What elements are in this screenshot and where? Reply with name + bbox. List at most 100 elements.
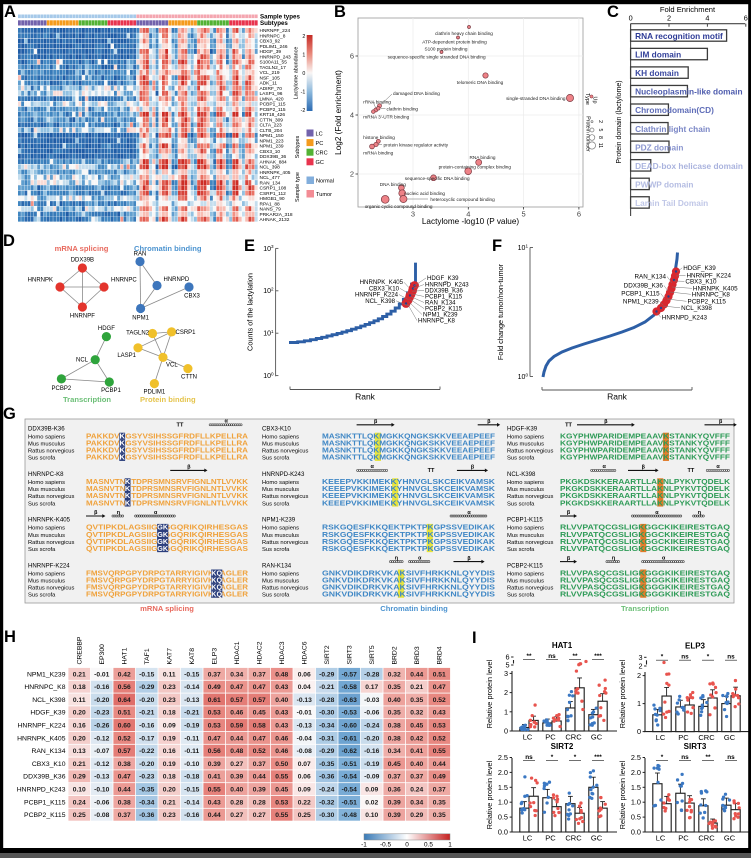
svg-text:HDAC1: HDAC1 — [234, 641, 241, 664]
svg-text:sequence-specific single stran: sequence-specific single stranded DNA bi… — [388, 55, 486, 60]
svg-text:HDGF_K39: HDGF_K39 — [683, 265, 716, 272]
svg-text:1.5: 1.5 — [498, 783, 508, 792]
svg-text:0.55: 0.55 — [275, 774, 288, 781]
svg-text:sequence-specific DNA binding: sequence-specific DNA binding — [405, 176, 470, 181]
svg-text:0.19: 0.19 — [163, 735, 176, 742]
svg-text:0.27: 0.27 — [253, 812, 266, 819]
svg-text:LC: LC — [656, 834, 666, 843]
svg-text:Lamin Tail Domain: Lamin Tail Domain — [635, 198, 708, 208]
svg-text:organic cyclic compound bindin: organic cyclic compound binding — [365, 204, 433, 209]
svg-text:0.43: 0.43 — [275, 684, 288, 691]
svg-text:HNRNPD_243: HNRNPD_243 — [260, 54, 292, 60]
svg-text:0.32: 0.32 — [410, 710, 423, 717]
svg-text:CBX3: CBX3 — [184, 294, 200, 300]
svg-text:NSF_105: NSF_105 — [260, 75, 281, 81]
svg-text:0.07: 0.07 — [298, 761, 311, 768]
svg-text:Tumor: Tumor — [316, 192, 332, 198]
svg-text:Mus musculus: Mus musculus — [28, 487, 65, 493]
svg-text:ns: ns — [525, 754, 533, 761]
svg-text:-0.16: -0.16 — [184, 812, 200, 819]
svg-text:S100A11_55: S100A11_55 — [260, 60, 288, 66]
svg-text:DNA binding: DNA binding — [380, 182, 406, 187]
svg-text:6: 6 — [350, 52, 354, 61]
svg-text:0.11: 0.11 — [73, 697, 86, 704]
svg-text:0.28: 0.28 — [253, 799, 266, 806]
svg-text:0.52: 0.52 — [433, 697, 446, 704]
svg-text:PCBP1_K115: PCBP1_K115 — [621, 291, 660, 298]
svg-text:η: η — [698, 510, 701, 516]
svg-text:Rank: Rank — [355, 392, 376, 402]
svg-text:NCL_398: NCL_398 — [260, 165, 281, 171]
svg-text:Homo sapiens: Homo sapiens — [507, 571, 544, 577]
svg-text:clathrin heavy chain binding: clathrin heavy chain binding — [435, 31, 493, 36]
svg-text:0.21: 0.21 — [73, 761, 86, 768]
svg-text:-0.21: -0.21 — [319, 684, 335, 691]
svg-text:-0.31: -0.31 — [319, 735, 335, 742]
svg-text:CLTA_223: CLTA_223 — [260, 123, 283, 129]
svg-text:0.49: 0.49 — [433, 774, 446, 781]
svg-text:-0.15: -0.15 — [139, 671, 155, 678]
svg-text:VCL: VCL — [166, 363, 178, 369]
svg-text:LC: LC — [316, 131, 323, 137]
svg-text:0.55: 0.55 — [433, 748, 446, 755]
svg-text:-0.06: -0.06 — [364, 710, 380, 717]
svg-text:HNRNPK: HNRNPK — [28, 278, 53, 284]
svg-text:2.0: 2.0 — [631, 768, 641, 777]
svg-text:0.57: 0.57 — [118, 748, 131, 755]
svg-text:CRC: CRC — [698, 834, 715, 843]
svg-text:0.40: 0.40 — [410, 761, 423, 768]
svg-text:0.20: 0.20 — [73, 735, 86, 742]
svg-text:-0.23: -0.23 — [139, 774, 155, 781]
svg-text:G: G — [3, 405, 16, 423]
svg-text:HNRNPC: HNRNPC — [111, 278, 137, 284]
svg-text:0.21: 0.21 — [410, 684, 423, 691]
svg-text:0.38: 0.38 — [388, 735, 401, 742]
svg-text:0.27: 0.27 — [230, 761, 243, 768]
svg-text:TAF1: TAF1 — [144, 648, 151, 664]
svg-text:0.23: 0.23 — [163, 812, 176, 819]
svg-text:GC: GC — [316, 160, 324, 166]
svg-text:Sus scrofa: Sus scrofa — [507, 456, 535, 462]
svg-text:0.22: 0.22 — [298, 799, 311, 806]
svg-text:0.10: 0.10 — [365, 812, 378, 819]
svg-text:Homo sapiens: Homo sapiens — [28, 435, 65, 441]
svg-text:RSKGQESFKKQEKTPKTPKGPSSVEDIKAK: RSKGQESFKKQEKTPKTPKGPSSVEDIKAK — [322, 544, 496, 553]
svg-text:protein kinase regulator activ: protein kinase regulator activity — [384, 143, 449, 148]
svg-text:TT: TT — [428, 468, 435, 474]
svg-text:-0.06: -0.06 — [94, 799, 110, 806]
svg-text:η: η — [612, 555, 615, 561]
svg-text:HNRNPK-K405: HNRNPK-K405 — [28, 517, 71, 524]
svg-text:NCL_K398: NCL_K398 — [32, 697, 65, 704]
svg-text:0.25: 0.25 — [298, 812, 311, 819]
svg-text:0.57: 0.57 — [230, 697, 243, 704]
svg-text:S100 protein binding: S100 protein binding — [424, 47, 467, 52]
svg-text:0.35: 0.35 — [388, 710, 401, 717]
svg-text:0.25: 0.25 — [73, 812, 86, 819]
svg-text:-0.58: -0.58 — [342, 684, 358, 691]
svg-text:-1: -1 — [301, 89, 306, 95]
svg-text:BRD3: BRD3 — [414, 646, 421, 664]
svg-text:MASNVTNKTDPRSMNSRVFIGNLNTLVVKK: MASNVTNKTDPRSMNSRVFIGNLNTLVVKK — [86, 498, 249, 507]
svg-text:0.23: 0.23 — [163, 684, 176, 691]
svg-text:0.51: 0.51 — [433, 671, 446, 678]
svg-text:Rattus norvegicus: Rattus norvegicus — [507, 585, 553, 591]
svg-text:CLTB_204: CLTB_204 — [260, 128, 283, 134]
svg-text:DDX39B_K36: DDX39B_K36 — [624, 283, 664, 290]
svg-text:VCL_219: VCL_219 — [260, 70, 280, 76]
svg-text:AHNAK_884: AHNAK_884 — [260, 159, 288, 165]
svg-text:Relative protein level: Relative protein level — [485, 760, 494, 829]
svg-text:Mus musculus: Mus musculus — [262, 533, 299, 539]
svg-text:0.20: 0.20 — [73, 710, 86, 717]
svg-text:0.56: 0.56 — [118, 684, 131, 691]
svg-text:0: 0 — [637, 727, 641, 736]
svg-text:0.48: 0.48 — [275, 671, 288, 678]
svg-text:0.38: 0.38 — [118, 761, 131, 768]
svg-text:KAT8: KAT8 — [189, 648, 196, 665]
svg-text:single-stranded DNA binding: single-stranded DNA binding — [506, 96, 566, 101]
svg-text:2: 2 — [638, 662, 642, 671]
svg-text:0.5: 0.5 — [631, 813, 641, 822]
svg-text:LC: LC — [523, 834, 533, 843]
svg-text:CREBBP: CREBBP — [77, 636, 84, 664]
svg-text:PC: PC — [316, 141, 324, 147]
svg-text:0: 0 — [302, 71, 305, 77]
